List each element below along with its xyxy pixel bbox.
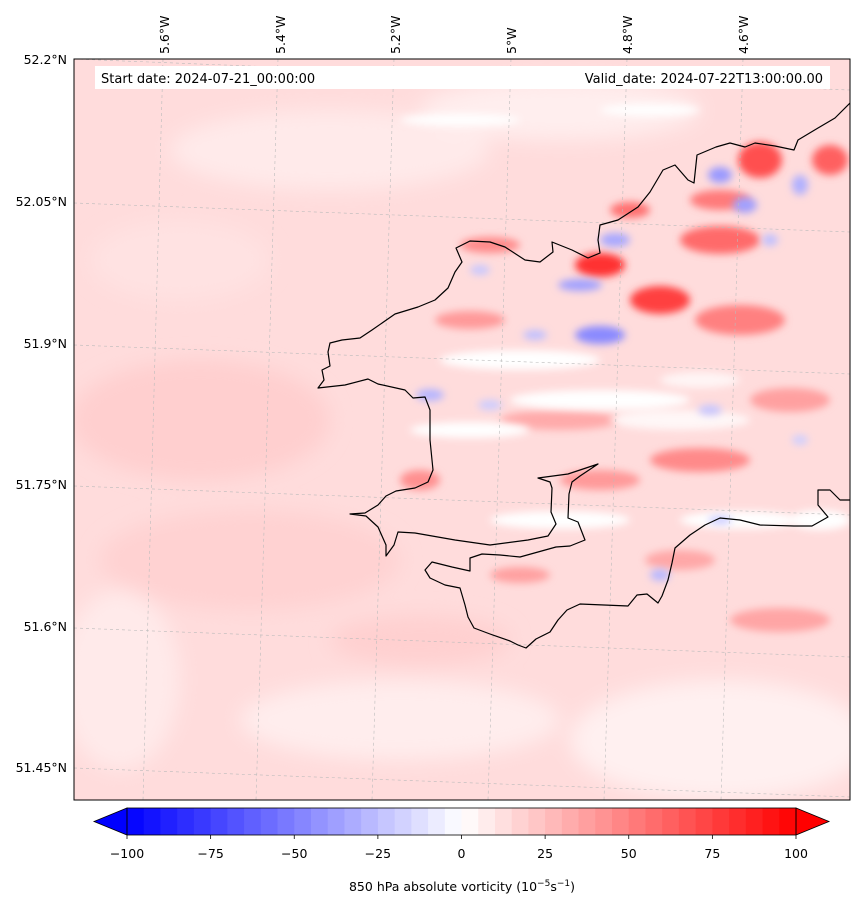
lon-tick-label: 5.4°W bbox=[273, 16, 288, 55]
colorbar-max-extend bbox=[795, 807, 831, 836]
colorbar-cell bbox=[344, 808, 362, 835]
colorbar-cell bbox=[762, 808, 780, 835]
lat-tick-label: 51.9°N bbox=[24, 336, 67, 351]
colorbar-tick-label: −50 bbox=[281, 846, 307, 861]
colorbar-cell bbox=[193, 808, 212, 835]
latitude-labels: 52.2°N 52.05°N 51.9°N 51.75°N 51.6°N 51.… bbox=[16, 52, 67, 775]
annotation-box bbox=[95, 66, 830, 89]
smooth-field-patches bbox=[74, 80, 850, 800]
colorbar-cell bbox=[310, 808, 329, 835]
vorticity-field: Start date: 2024-07-21_00:00:00 Valid_da… bbox=[74, 59, 850, 800]
colorbar-tick-label: 0 bbox=[458, 846, 466, 861]
colorbar: −100 −75 −50 −25 0 25 50 75 100 850 hPa … bbox=[92, 807, 831, 894]
colorbar-cell bbox=[210, 808, 228, 835]
colorbar-cell bbox=[662, 808, 680, 835]
colorbar-label-exp2: −1 bbox=[557, 879, 570, 889]
colorbar-cell bbox=[595, 808, 613, 835]
colorbar-cell bbox=[160, 808, 178, 835]
lon-tick-label: 5°W bbox=[504, 27, 519, 54]
colorbar-cell bbox=[377, 808, 396, 835]
colorbar-cell bbox=[779, 808, 797, 835]
colorbar-tick-label: 50 bbox=[621, 846, 637, 861]
colorbar-cell bbox=[511, 808, 530, 835]
colorbar-tick-label: 75 bbox=[704, 846, 720, 861]
colorbar-label-end: ) bbox=[570, 879, 575, 894]
start-date-label: Start date: 2024-07-21_00:00:00 bbox=[101, 72, 315, 87]
lat-tick-label: 51.6°N bbox=[24, 619, 67, 634]
colorbar-tick-label: 25 bbox=[537, 846, 553, 861]
weak-vorticity-streaks bbox=[400, 104, 850, 530]
colorbar-cell bbox=[528, 808, 546, 835]
colorbar-tick-labels: −100 −75 −50 −25 0 25 50 75 100 bbox=[110, 846, 808, 861]
colorbar-cell bbox=[712, 808, 730, 835]
colorbar-cells bbox=[127, 808, 797, 835]
colorbar-cell bbox=[478, 808, 496, 835]
colorbar-cell bbox=[444, 808, 463, 835]
colorbar-tick-label: −100 bbox=[110, 846, 144, 861]
colorbar-label-text: 850 hPa absolute vorticity (10 bbox=[349, 879, 537, 894]
negative-vorticity-cells bbox=[416, 167, 808, 581]
lon-tick-label: 4.8°W bbox=[620, 16, 635, 55]
colorbar-cell bbox=[327, 808, 346, 835]
lat-tick-label: 51.75°N bbox=[16, 477, 67, 492]
colorbar-cell bbox=[361, 808, 379, 835]
colorbar-cell bbox=[578, 808, 596, 835]
map-frame bbox=[73, 58, 851, 801]
colorbar-cell bbox=[695, 808, 713, 835]
colorbar-cell bbox=[645, 808, 663, 835]
colorbar-label-exp1: −5 bbox=[537, 879, 550, 889]
colorbar-min-extend bbox=[92, 807, 128, 836]
colorbar-cell bbox=[177, 808, 195, 835]
colorbar-label: 850 hPa absolute vorticity (10−5s−1) bbox=[349, 879, 575, 894]
colorbar-cell bbox=[394, 808, 412, 835]
map-panel: Start date: 2024-07-21_00:00:00 Valid_da… bbox=[73, 58, 851, 801]
colorbar-tick-label: −75 bbox=[197, 846, 223, 861]
colorbar-cell bbox=[561, 808, 580, 835]
colorbar-cell bbox=[277, 808, 295, 835]
colorbar-cell bbox=[628, 808, 647, 835]
colorbar-cell bbox=[612, 808, 630, 835]
colorbar-cell bbox=[678, 808, 697, 835]
lon-tick-label: 5.6°W bbox=[157, 16, 172, 55]
lat-tick-label: 52.05°N bbox=[16, 194, 67, 209]
colorbar-cell bbox=[227, 808, 245, 835]
colorbar-cell bbox=[294, 808, 312, 835]
colorbar-cell bbox=[244, 808, 262, 835]
colorbar-tick-label: −25 bbox=[365, 846, 391, 861]
colorbar-cell bbox=[545, 808, 563, 835]
colorbar-cell bbox=[127, 808, 145, 835]
longitude-labels: 5.6°W 5.4°W 5.2°W 5°W 4.8°W 4.6°W bbox=[157, 16, 751, 55]
lat-tick-label: 52.2°N bbox=[24, 52, 67, 67]
colorbar-cell bbox=[494, 808, 513, 835]
colorbar-label-unit: s bbox=[550, 879, 557, 894]
coastline bbox=[317, 102, 850, 649]
lat-tick-label: 51.45°N bbox=[16, 760, 67, 775]
colorbar-tick-label: 100 bbox=[784, 846, 808, 861]
colorbar-ticks bbox=[126, 835, 797, 839]
colorbar-cell bbox=[729, 808, 747, 835]
colorbar-cell bbox=[745, 808, 764, 835]
lon-tick-label: 5.2°W bbox=[388, 16, 403, 55]
convective-cells bbox=[400, 142, 848, 632]
valid-date-label: Valid_date: 2024-07-22T13:00:00.00 bbox=[585, 72, 823, 87]
colorbar-cell bbox=[260, 808, 279, 835]
colorbar-cell bbox=[461, 808, 479, 835]
colorbar-cell bbox=[428, 808, 446, 835]
colorbar-cell bbox=[143, 808, 162, 835]
lon-tick-label: 4.6°W bbox=[736, 16, 751, 55]
colorbar-cell bbox=[411, 808, 429, 835]
